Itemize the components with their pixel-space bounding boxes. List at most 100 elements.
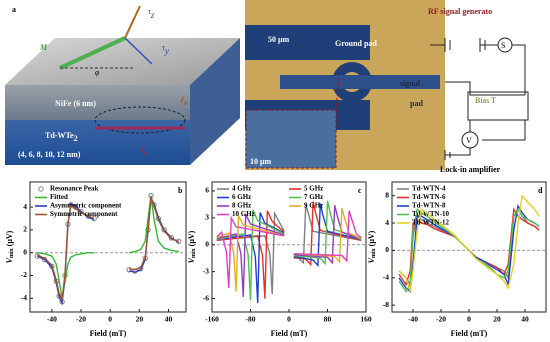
y-label-main: V (187, 257, 196, 263)
legend-label: Symmetric component (50, 210, 118, 218)
legend-label: 9 GHz (304, 202, 323, 210)
data-point (168, 235, 175, 241)
source (497, 37, 513, 53)
legend-label: Fitted (50, 193, 68, 201)
y-label-unit: (μV) (187, 230, 196, 246)
panel-letter: b (178, 186, 183, 195)
js-label: Js (179, 95, 187, 107)
sub: 2 (74, 134, 78, 143)
nife-layer (5, 85, 190, 120)
j: J (179, 95, 185, 104)
inset (245, 109, 337, 169)
y-tick-label: -3 (203, 266, 209, 275)
tau-z-label: τz (148, 7, 155, 20)
x-tick-label: 160 (360, 315, 372, 324)
x-tick-label: -40 (408, 315, 418, 324)
m-arrow (59, 36, 126, 70)
x-tick-label: -40 (47, 315, 57, 324)
signal-pad-label: signal (400, 79, 421, 88)
x-tick-label: 0 (467, 315, 471, 324)
y-label-sub: mix (371, 248, 377, 258)
series-line (398, 194, 540, 292)
y-tick-label: 0 (205, 239, 209, 248)
legend-label: 7 GHz (304, 193, 323, 201)
y-tick-label: 3 (205, 213, 209, 222)
y-label-main: V (367, 257, 376, 263)
legend-label: Td-WTN-8 (412, 202, 446, 210)
lockin-label: Lock-in amplifier (440, 165, 501, 174)
m-label: M (39, 43, 48, 52)
x-tick-label: -20 (76, 315, 86, 324)
y-tick-label: 2 (23, 225, 27, 234)
signal-pad-label: pad (410, 99, 423, 108)
x-axis-label: Field (mT) (90, 329, 127, 338)
legend-label: 4 GHz (232, 185, 251, 193)
x-tick-label: 40 (165, 315, 173, 324)
circuit (430, 37, 529, 160)
y-tick-label: -2 (21, 270, 27, 279)
side-face (190, 38, 240, 165)
data-point (161, 227, 167, 233)
y-label-sub: mix (9, 248, 15, 258)
series-line (216, 205, 362, 297)
legend-label: 8 GHz (232, 202, 251, 210)
sub: s (183, 98, 187, 107)
x-tick-label: -160 (205, 315, 219, 324)
panel-letter: c (358, 186, 362, 195)
rf-label: RF signal generato (428, 7, 492, 16)
jc-label: Jc (139, 145, 148, 157)
x-tick-label: 0 (287, 315, 291, 324)
legend-label: Asymmetric component (50, 202, 122, 210)
legend-label: Resonance Peak (50, 185, 99, 193)
legend-label: 10 GHz (232, 210, 255, 218)
legend-label: Td-WTN-12 (412, 219, 449, 227)
y-axis-label: Vmix (μV) (187, 230, 198, 263)
signal-line (280, 75, 440, 89)
y-axis-label: Vmix (μV) (5, 230, 16, 263)
bias-label: Bias T (475, 96, 496, 105)
panel-letter: d (538, 186, 543, 195)
y-tick-label: 0 (23, 247, 27, 256)
tau-z-arrow (124, 5, 141, 39)
series-line (216, 207, 362, 292)
y-tick-label: -4 (383, 273, 389, 282)
x-tick-label: 80 (324, 315, 332, 324)
series-line (37, 196, 179, 302)
v-label: V (466, 136, 472, 145)
y-tick-label: -6 (203, 293, 209, 302)
bias-box (467, 91, 529, 121)
legend-label: 5 GHz (304, 185, 323, 193)
y-label-sub: mix (191, 248, 197, 258)
wte: Td-WTe (45, 131, 74, 140)
y-tick-label: -4 (21, 293, 27, 302)
x-axis-label: Field (mT) (451, 329, 488, 338)
panel-letter: a (12, 5, 16, 14)
x-tick-label: 20 (493, 315, 501, 324)
y-tick-label: 6 (205, 186, 209, 195)
y-label-unit: (μV) (5, 230, 14, 246)
legend-label: Td-WTN-10 (412, 210, 449, 218)
y-tick-label: 4 (385, 218, 389, 227)
phi-label: φ (95, 68, 100, 77)
legend-label: 6 GHz (232, 193, 251, 201)
legend-marker (38, 186, 44, 192)
series-line (216, 210, 362, 288)
x-tick-label: 40 (521, 315, 529, 324)
zoom-line (335, 67, 341, 111)
x-tick-label: -80 (246, 315, 256, 324)
y-label-main: V (5, 257, 14, 263)
panel-a: a M τz τy φ NiFe (6 nm) Td-WTe2 (4, 6, 8… (5, 0, 529, 174)
tau: τ (148, 7, 152, 16)
y-tick-label: 8 (385, 190, 389, 199)
sub: y (164, 46, 169, 56)
y-axis-label: Vmix (μV) (367, 230, 378, 263)
plot-frame (29, 181, 187, 313)
current-loop (94, 106, 186, 134)
x-tick-label: 20 (136, 315, 144, 324)
nife-label: NiFe (6 nm) (55, 99, 96, 108)
tau-y-label: τy (162, 43, 169, 56)
series-line (216, 203, 362, 304)
x-tick-label: -20 (436, 315, 446, 324)
legend-label: Td-WTN-6 (412, 193, 446, 201)
